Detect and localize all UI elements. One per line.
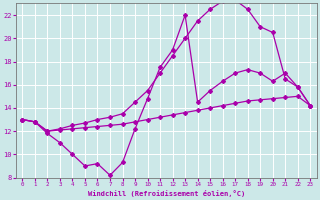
X-axis label: Windchill (Refroidissement éolien,°C): Windchill (Refroidissement éolien,°C) (88, 190, 245, 197)
